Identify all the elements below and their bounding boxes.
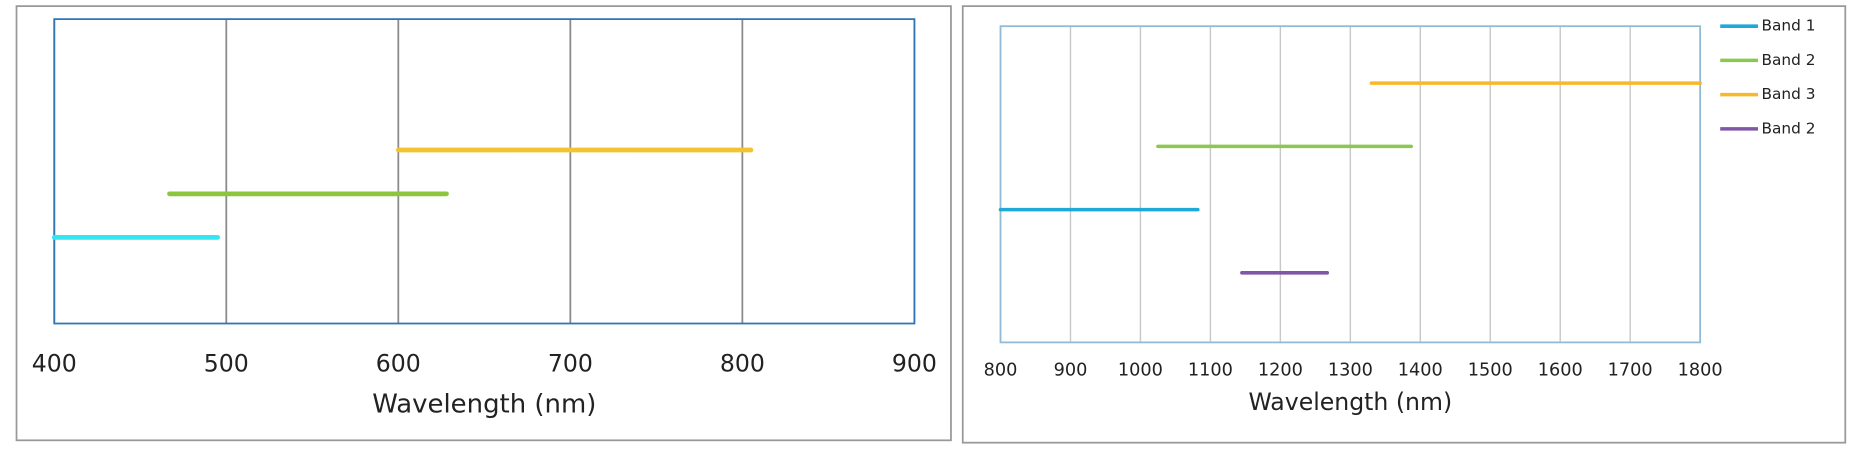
x-tick-label: 600 (376, 349, 421, 377)
x-tick-label: 1300 (1328, 361, 1373, 381)
x-tick-label: 1100 (1188, 361, 1233, 381)
x-tick-label: 700 (548, 349, 593, 377)
x-tick-label: 1200 (1258, 361, 1303, 381)
x-tick-label: 1000 (1118, 361, 1163, 381)
x-tick-label: 1500 (1468, 361, 1513, 381)
x-tick-label: 900 (892, 349, 937, 377)
x-axis-title: Wavelength (nm) (372, 389, 596, 419)
panel-frame (961, 5, 1847, 444)
plot-frame (999, 25, 1702, 344)
x-tick-label: 1800 (1678, 361, 1723, 381)
legend-label: Band 2 (1762, 51, 1816, 69)
x-tick-label: 1700 (1608, 361, 1653, 381)
x-tick-label: 800 (984, 361, 1018, 381)
x-axis-title: Wavelength (nm) (1248, 388, 1452, 416)
panel-frame (15, 5, 952, 442)
legend-label: Band 1 (1762, 17, 1816, 35)
x-tick-label: 800 (720, 349, 765, 377)
x-tick-label: 900 (1054, 361, 1088, 381)
plot-frame (53, 18, 916, 325)
legend-label: Band 3 (1762, 85, 1816, 103)
x-tick-label: 1400 (1398, 361, 1443, 381)
x-tick-label: 400 (32, 349, 77, 377)
legend-label: Band 2 (1762, 119, 1816, 137)
x-tick-label: 500 (204, 349, 249, 377)
x-tick-label: 1600 (1538, 361, 1583, 381)
